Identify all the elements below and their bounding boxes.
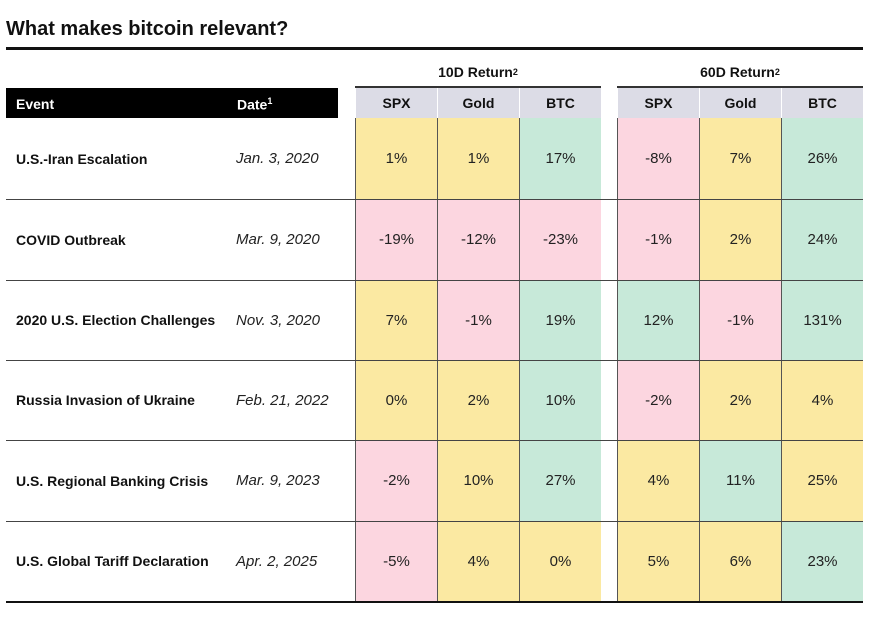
cell: 1% (355, 118, 437, 199)
date: Mar. 9, 2020 (236, 231, 320, 248)
cell: 25% (781, 440, 863, 521)
date-header-text: Date (237, 96, 268, 113)
cell: 19% (519, 280, 601, 360)
cell: 17% (519, 118, 601, 199)
cell: 2% (699, 360, 781, 440)
row-rule (6, 199, 863, 200)
cell: 10% (437, 440, 519, 521)
cell: 27% (519, 440, 601, 521)
header-bar: Event Date1 (6, 88, 338, 118)
event: U.S. Global Tariff Declaration (16, 553, 209, 569)
column-header: SPX (355, 88, 437, 118)
cell: 6% (699, 521, 781, 601)
column-header: Gold (699, 88, 781, 118)
date: Mar. 9, 2023 (236, 472, 320, 489)
event-header: Event (16, 96, 55, 112)
cell: -1% (437, 280, 519, 360)
group-label: 10D Return (438, 64, 513, 80)
event: 2020 U.S. Election Challenges (16, 312, 216, 328)
cell: -1% (699, 280, 781, 360)
event: U.S. Regional Banking Crisis (16, 472, 209, 489)
cell: -8% (617, 118, 699, 199)
cell: 11% (699, 440, 781, 521)
cell: -2% (355, 440, 437, 521)
row-rule (6, 280, 863, 281)
column-header: BTC (781, 88, 863, 118)
cell: -12% (437, 199, 519, 280)
title: What makes bitcoin relevant? (6, 18, 289, 40)
cell: 131% (781, 280, 863, 360)
cell: 12% (617, 280, 699, 360)
cell: 0% (355, 360, 437, 440)
cell: -5% (355, 521, 437, 601)
cell: 7% (355, 280, 437, 360)
cell: 26% (781, 118, 863, 199)
cell: 4% (437, 521, 519, 601)
date: Feb. 21, 2022 (236, 391, 329, 409)
group-rule (617, 86, 863, 88)
group-rule (355, 86, 601, 88)
date: Nov. 3, 2020 (236, 311, 320, 329)
row-rule (6, 521, 863, 522)
cell: 10% (519, 360, 601, 440)
event: Russia Invasion of Ukraine (16, 392, 195, 408)
cell: 23% (781, 521, 863, 601)
cell: 2% (437, 360, 519, 440)
column-header: BTC (519, 88, 601, 118)
row-rule (6, 440, 863, 441)
cell: -2% (617, 360, 699, 440)
group-note: 2 (774, 67, 780, 77)
cell: 2% (699, 199, 781, 280)
bottom-rule (6, 601, 863, 603)
date-header: Date1 (237, 96, 272, 113)
cell: 0% (519, 521, 601, 601)
cell: 24% (781, 199, 863, 280)
cell: -23% (519, 199, 601, 280)
date: Jan. 3, 2020 (236, 150, 319, 167)
cell: -1% (617, 199, 699, 280)
cell: 5% (617, 521, 699, 601)
cell: -19% (355, 199, 437, 280)
title-rule (6, 47, 863, 50)
date: Apr. 2, 2025 (236, 552, 318, 570)
column-header: Gold (437, 88, 519, 118)
event: COVID Outbreak (16, 231, 126, 248)
group-header: 60D Return 2 (617, 62, 863, 82)
column-header: SPX (617, 88, 699, 118)
cell: 4% (617, 440, 699, 521)
event: U.S.-Iran Escalation (16, 150, 148, 167)
date-header-note: 1 (267, 96, 273, 106)
cell: 1% (437, 118, 519, 199)
group-header: 10D Return 2 (355, 62, 601, 82)
cell: 4% (781, 360, 863, 440)
group-label: 60D Return (700, 64, 775, 80)
group-note: 2 (512, 67, 518, 77)
row-rule (6, 360, 863, 361)
cell: 7% (699, 118, 781, 199)
